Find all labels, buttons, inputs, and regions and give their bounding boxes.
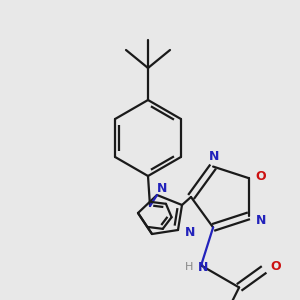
Text: N: N (209, 150, 219, 163)
Text: O: O (271, 260, 281, 273)
Text: N: N (157, 182, 167, 196)
Text: N: N (185, 226, 195, 238)
Text: N: N (256, 214, 266, 227)
Text: N: N (198, 261, 208, 274)
Text: O: O (256, 170, 266, 183)
Text: H: H (185, 262, 193, 272)
